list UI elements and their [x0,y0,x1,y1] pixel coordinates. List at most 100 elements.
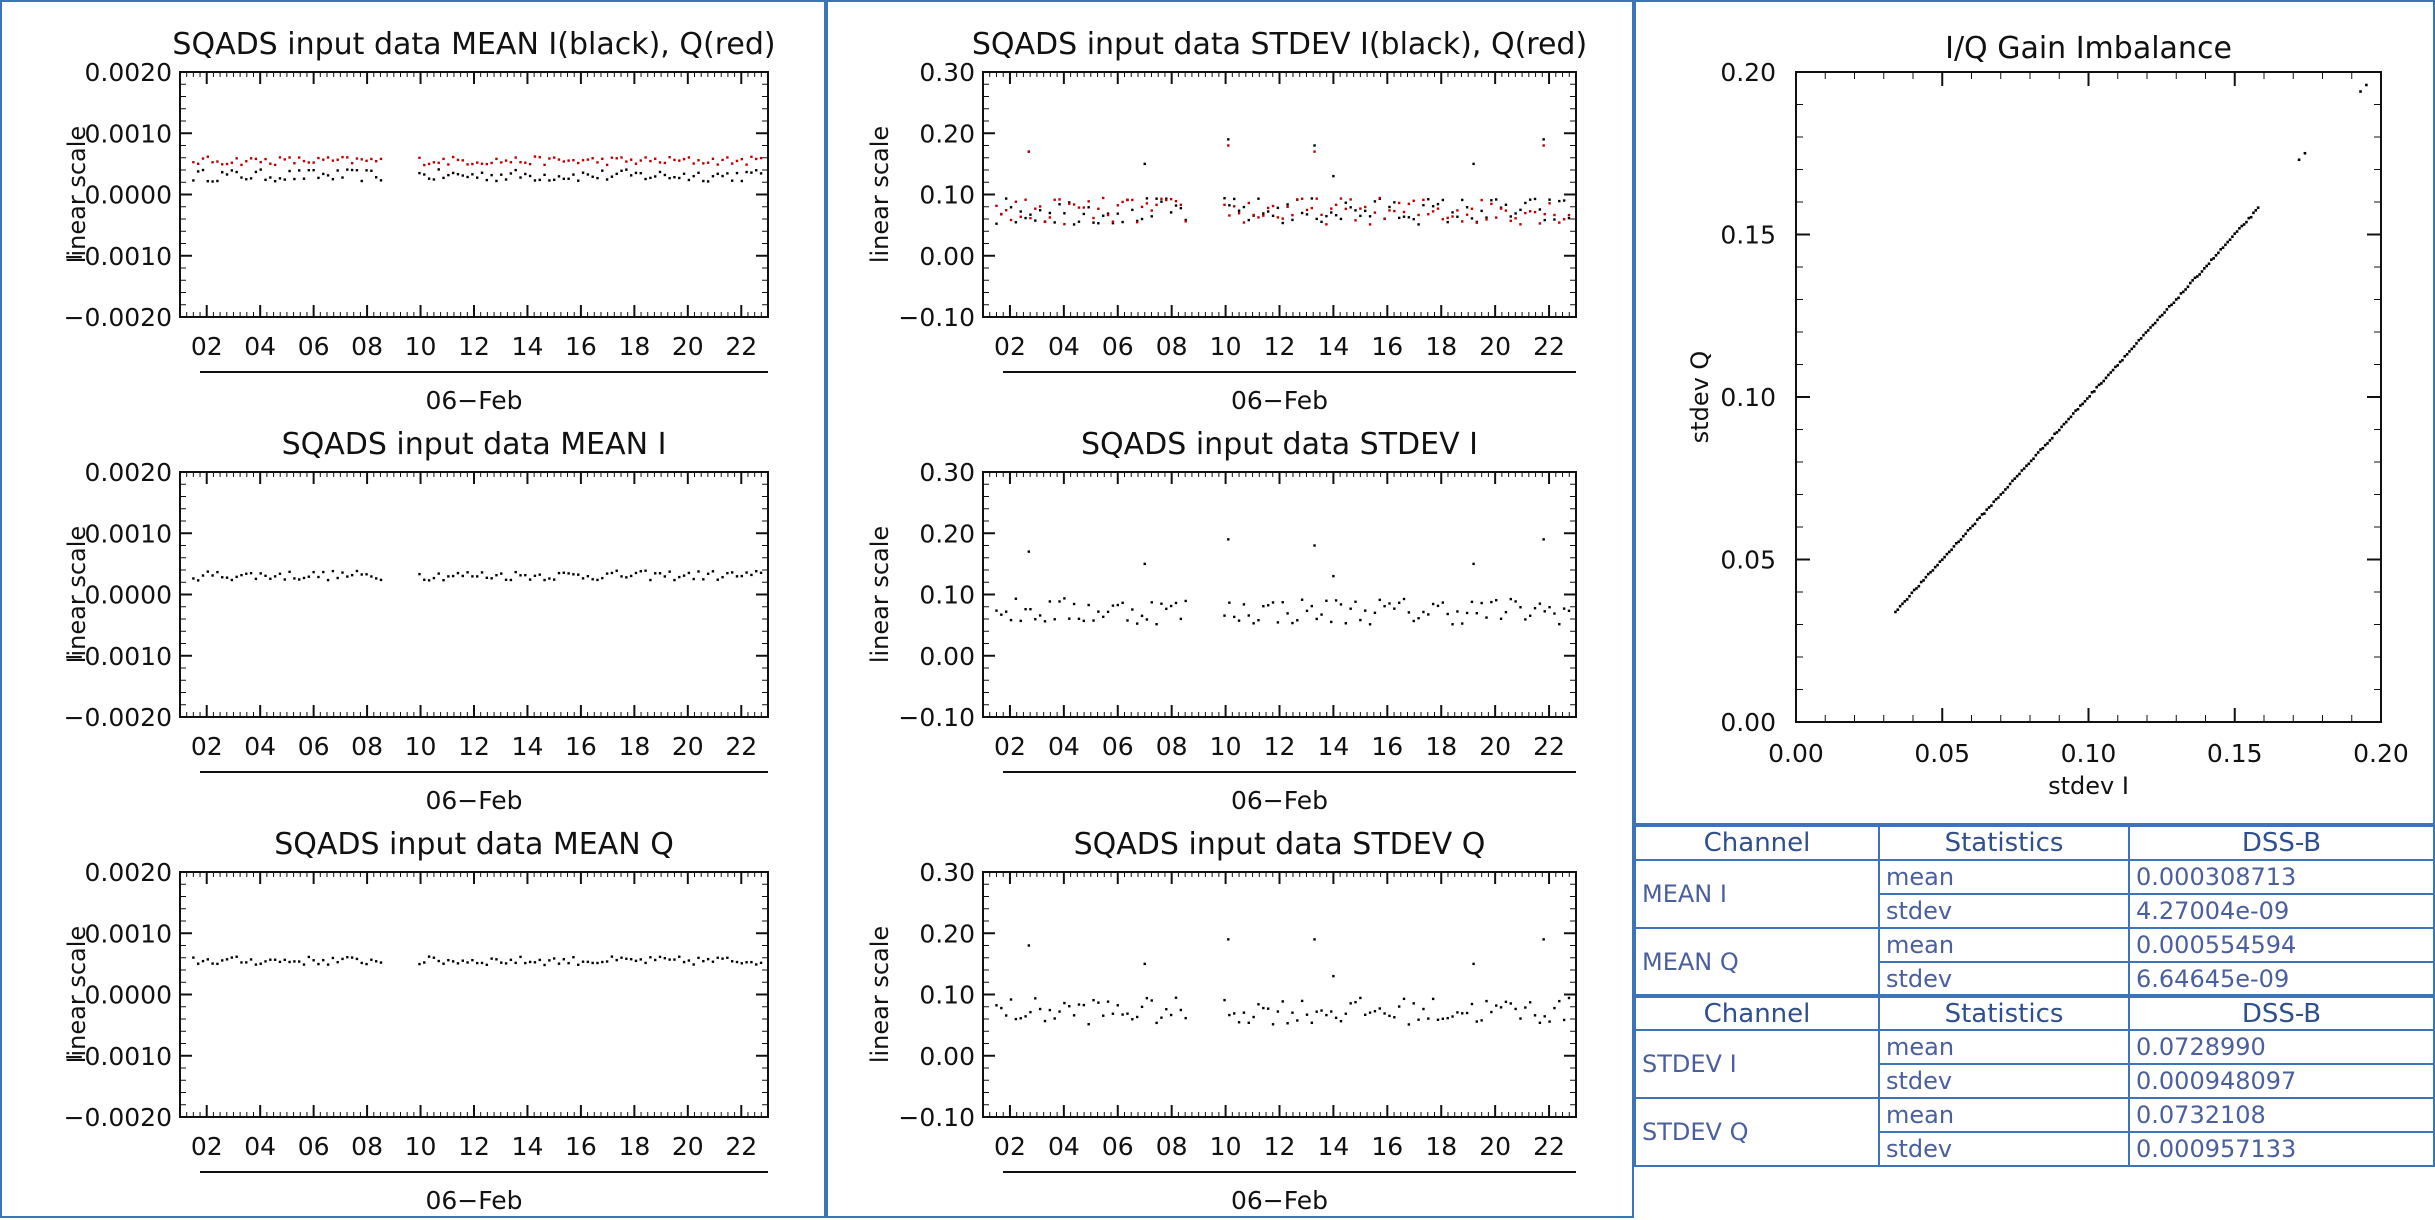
data-point [447,575,450,578]
data-point [1397,601,1401,604]
data-point [336,158,339,161]
data-point [649,176,652,180]
data-point [2067,417,2070,421]
data-point [1485,218,1488,221]
data-point [1470,217,1474,220]
data-point [240,573,243,577]
data-point [341,571,344,574]
data-point [336,576,339,580]
data-point [476,161,479,164]
x-tick-label: 10 [1210,332,1242,361]
data-point [504,578,508,581]
data-point [1247,614,1250,617]
x-tick-label: 18 [618,732,650,761]
data-point [1281,601,1284,604]
data-point [427,955,431,958]
data-point [1553,213,1556,217]
plot-frame [179,71,769,318]
data-point [447,173,450,177]
data-point [678,176,681,180]
x-tick-label: 20 [1479,332,1511,361]
x-tick-label: 12 [458,732,490,761]
data-point [605,960,609,963]
data-point [1145,202,1149,205]
data-point [1313,144,1316,147]
data-point [1106,212,1110,215]
data-point [1266,210,1270,213]
data-point [442,176,445,180]
data-point [1349,206,1352,209]
data-point [548,577,551,580]
data-point [322,158,325,161]
data-point [1966,529,1970,532]
data-point [567,159,570,162]
data-point [1524,618,1527,621]
data-point [2015,474,2019,478]
data-point [629,174,633,177]
data-point [1495,599,1498,602]
data-point [1548,605,1551,609]
y-tick-label: 0.10 [919,581,975,610]
data-point [283,158,286,161]
y-tick-label: 0.00 [919,242,975,271]
data-point [317,962,320,966]
stat-cell: mean [1878,1029,2130,1065]
data-point [654,157,657,160]
data-point [365,159,368,163]
data-point [1014,1017,1018,1021]
data-point [2233,232,2237,235]
data-point [1106,610,1110,614]
data-point [1014,597,1018,600]
data-point [596,161,599,164]
channel-cell: STDEV Q [1634,1097,1880,1167]
data-point [1402,210,1406,214]
data-point [1291,621,1294,625]
data-point [2200,270,2204,273]
data-point [740,179,744,183]
data-point [1072,1014,1076,1017]
data-point [1354,600,1357,603]
data-point [687,156,691,159]
data-point [1223,998,1226,1002]
data-point [1470,600,1474,604]
data-point [1388,209,1391,212]
data-point [1538,222,1542,225]
data-point [2121,358,2124,362]
data-point [1397,201,1401,205]
data-point [1174,199,1178,203]
stat-cell: mean [1878,1097,2130,1133]
data-point [1441,601,1445,604]
data-point [1332,574,1335,578]
data-point [1004,610,1008,613]
y-tick-label: −0.10 [898,303,975,332]
data-point [1160,602,1163,605]
y-tick-label: 0.30 [919,858,975,887]
data-point [1038,205,1042,208]
data-point [1009,206,1013,209]
data-point [1315,617,1318,621]
data-point [379,157,383,161]
data-point [331,159,335,162]
data-point [1509,597,1512,601]
data-point [2221,246,2225,249]
data-point [259,962,262,965]
x-tick-label: 04 [1048,732,1080,761]
data-point [1325,1013,1328,1017]
x-tick-label: 06 [298,732,330,761]
data-point [1943,555,1946,559]
data-point [711,960,715,963]
data-point [293,960,296,963]
data-point [711,570,715,573]
plot-frame [982,471,1577,718]
data-point [2111,368,2115,372]
data-point [1116,204,1119,207]
data-point [1247,218,1250,222]
data-point [2217,251,2220,255]
value-cell: 0.000948097 [2128,1063,2435,1099]
data-point [216,179,219,183]
data-point [730,571,734,574]
data-point [995,222,998,225]
data-point [432,956,436,959]
y-axis-label: linear scale [63,126,91,263]
x-tick-label: 08 [351,332,383,361]
